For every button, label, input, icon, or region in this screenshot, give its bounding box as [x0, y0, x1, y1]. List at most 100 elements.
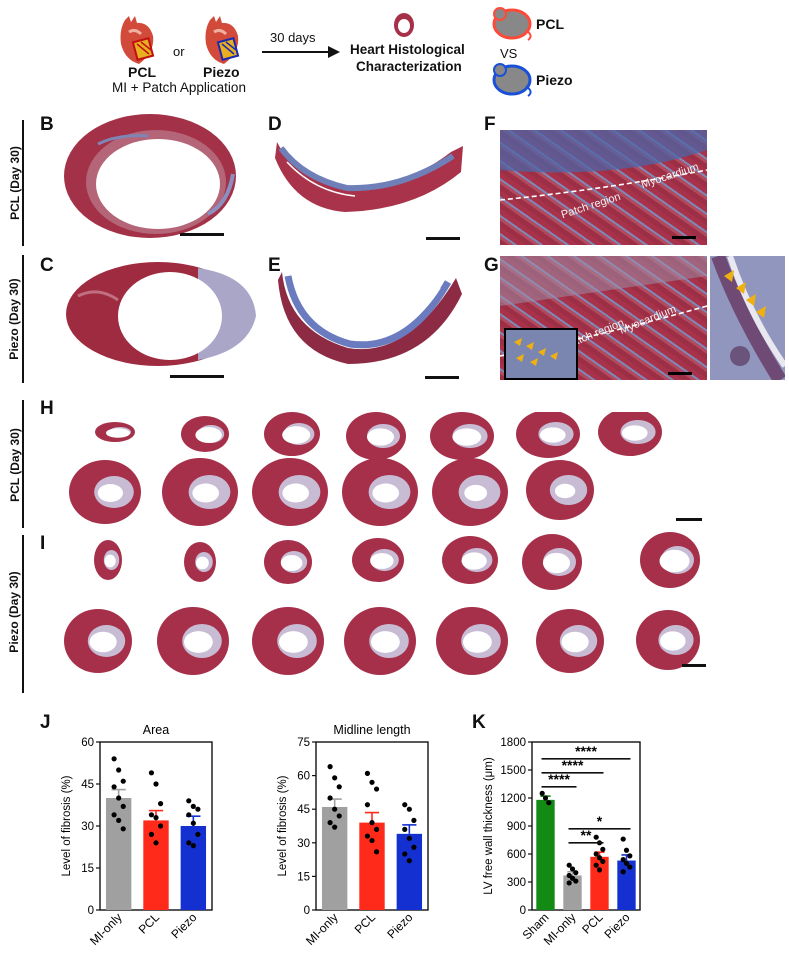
piezo-wall-detail-image: [278, 270, 463, 366]
data-point: [406, 806, 412, 812]
inset-box: [504, 328, 578, 380]
data-point: [620, 869, 626, 875]
data-point: [411, 817, 417, 823]
scale-bar-i: [682, 664, 706, 667]
heart-section: [344, 607, 416, 675]
row-divider-pcl: [22, 120, 24, 246]
heart-section: [64, 609, 132, 673]
heart-section: [162, 458, 238, 526]
data-point: [573, 870, 579, 876]
panel-label-d: D: [268, 114, 282, 135]
data-point: [406, 835, 412, 841]
bar: [359, 822, 385, 910]
characterization-line1: Heart Histological: [350, 42, 465, 57]
vs-label: VS: [500, 46, 518, 61]
heart-section: [157, 607, 229, 675]
data-point: [153, 840, 159, 846]
data-point: [190, 820, 196, 826]
scale-bar-g: [668, 372, 692, 375]
data-point: [402, 802, 408, 808]
y-axis-label: Level of fibrosis (%): [277, 775, 289, 876]
data-point: [153, 781, 159, 787]
scale-bar-d: [426, 237, 460, 240]
row-label-pcl-series: PCL (Day 30): [8, 428, 22, 502]
row-divider-piezo-series: [22, 535, 24, 693]
data-point: [566, 862, 572, 868]
mouse-piezo-icon: [490, 60, 534, 103]
x-tick-label: PCL: [136, 910, 163, 937]
significance-label: ****: [548, 771, 570, 787]
scale-bar-b: [180, 233, 224, 236]
heart-section: [536, 609, 604, 673]
data-point: [148, 831, 155, 837]
characterization-line2: Characterization: [356, 59, 462, 74]
x-tick-label: Piezo: [601, 910, 632, 941]
data-point: [546, 800, 552, 806]
heart-section: [342, 458, 418, 526]
data-point: [116, 767, 122, 773]
bar: [590, 856, 609, 910]
bar: [143, 820, 169, 910]
data-point: [364, 770, 371, 776]
days-label: 30 days: [270, 30, 316, 45]
heart-section: [526, 460, 594, 520]
piezo-micrograph-image: Patch region Myocardium: [500, 256, 707, 380]
data-point: [623, 847, 630, 853]
heart-patch-pcl-illustration: [115, 14, 159, 66]
heart-section: [264, 540, 312, 584]
data-point: [627, 864, 633, 870]
y-axis-label: LV free wall thickness (μm): [483, 757, 495, 895]
data-point: [569, 866, 576, 872]
y-tick-label: 75: [297, 737, 310, 749]
heart-section: [442, 536, 498, 584]
heart-section: [69, 460, 141, 524]
pcl-micrograph-image: Patch region Myocardium: [500, 130, 707, 245]
y-tick-label: 45: [297, 804, 310, 816]
arrow-right-icon: [262, 45, 340, 64]
data-point: [406, 858, 412, 864]
heart-section: [94, 540, 122, 580]
row-label-piezo-series: Piezo (Day 30): [7, 571, 21, 653]
data-point: [111, 756, 117, 762]
data-point: [620, 836, 626, 842]
y-tick-label: 30: [297, 838, 310, 850]
x-tick-label: Piezo: [168, 910, 199, 941]
data-point: [369, 837, 375, 844]
y-tick-label: 15: [297, 871, 310, 883]
x-tick-label: PCL: [352, 910, 379, 937]
heart-section: [352, 538, 404, 582]
pcl-wall-detail-image: [275, 138, 465, 214]
pcl-heart-section-image: [58, 114, 248, 249]
data-point: [186, 840, 192, 846]
panel-label-j: J: [40, 712, 51, 733]
piezo-heart-section-image: [58, 256, 258, 380]
data-point: [120, 778, 126, 784]
chart-title: Midline length: [333, 723, 410, 737]
pcl-label: PCL: [128, 64, 156, 80]
bar: [536, 799, 555, 910]
data-point: [111, 784, 117, 790]
y-tick-label: 60: [81, 737, 94, 749]
data-point: [332, 775, 338, 781]
bar: [180, 826, 207, 910]
data-point: [627, 853, 633, 859]
y-tick-label: 600: [507, 849, 526, 861]
data-point: [190, 803, 196, 809]
data-point: [623, 860, 630, 866]
heart-section: [181, 416, 229, 452]
data-point: [336, 813, 342, 819]
heart-section: [184, 542, 216, 582]
x-tick-label: Piezo: [384, 910, 415, 941]
heart-section: [436, 607, 508, 675]
scale-bar-c: [170, 375, 224, 378]
heart-section: [264, 412, 320, 456]
y-axis-label: Level of fibrosis (%): [61, 775, 73, 876]
y-tick-label: 15: [81, 863, 94, 875]
heart-section: [430, 412, 494, 460]
row-label-piezo-top: Piezo (Day 30): [7, 278, 21, 360]
data-point: [186, 812, 192, 818]
heart-section: [95, 422, 135, 442]
data-point: [411, 844, 417, 850]
scale-bar-e: [425, 376, 459, 379]
